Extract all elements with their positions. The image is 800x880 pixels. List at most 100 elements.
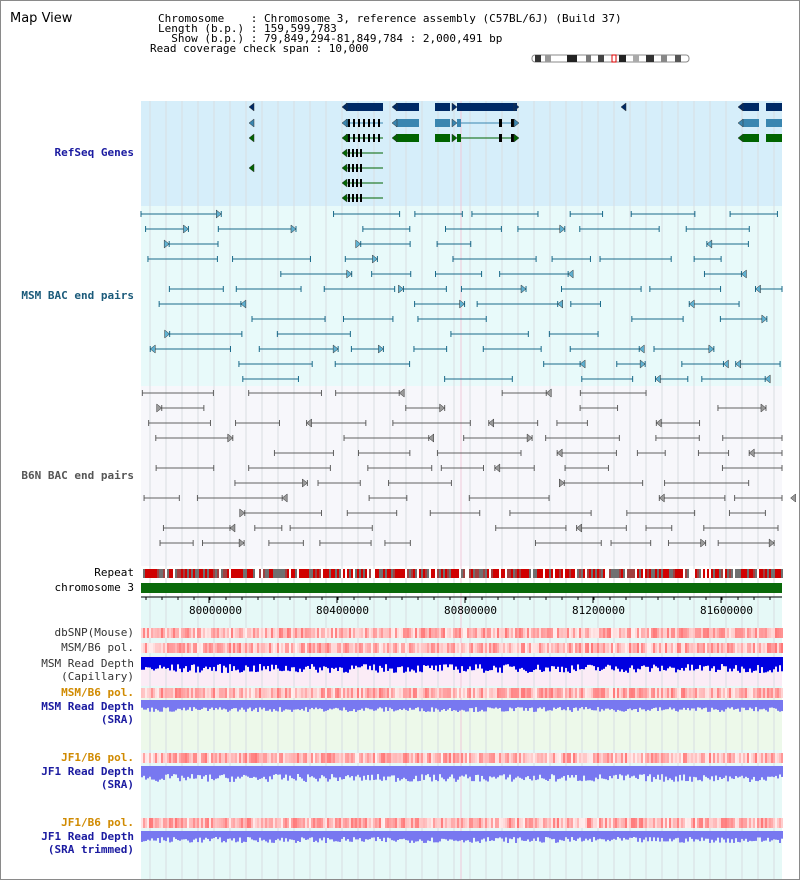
depth-bar	[707, 700, 709, 712]
depth-bar	[673, 831, 675, 840]
depth-bar	[251, 831, 253, 840]
heat-cell	[671, 818, 673, 828]
depth-bar	[295, 766, 297, 781]
depth-bar	[227, 831, 229, 839]
depth-bar	[727, 766, 729, 782]
track-label-jf1-trim[interactable]: JF1 Read Depth	[41, 830, 134, 843]
heat-cell	[427, 628, 429, 638]
heat-cell	[359, 643, 361, 653]
depth-bar	[515, 831, 517, 843]
track-label-b6n-bac[interactable]: B6N BAC end pairs	[21, 469, 134, 482]
depth-bar	[195, 831, 197, 839]
heat-cell	[779, 818, 781, 828]
depth-bar	[191, 700, 193, 711]
heat-cell	[753, 643, 755, 653]
bac-end-arrow	[428, 433, 434, 443]
depth-bar	[287, 831, 289, 842]
track-label-jf1-pol-trim[interactable]: JF1/B6 pol.	[61, 816, 134, 829]
depth-bar	[617, 657, 619, 669]
depth-bar	[457, 766, 459, 780]
depth-bar	[197, 831, 199, 843]
heat-cell	[713, 643, 715, 653]
depth-bar	[239, 700, 241, 710]
heat-cell	[781, 818, 783, 828]
depth-bar	[459, 700, 461, 711]
depth-bar	[229, 657, 231, 665]
depth-bar	[353, 831, 355, 838]
heat-cell	[729, 643, 731, 653]
heat-cell	[279, 818, 281, 828]
heat-cell	[697, 818, 699, 828]
depth-bar	[275, 766, 277, 775]
track-label-msm-pol-sra[interactable]: MSM/B6 pol.	[61, 686, 134, 699]
heat-cell	[279, 628, 281, 638]
heat-cell	[277, 753, 279, 763]
repeat-block	[669, 569, 671, 578]
depth-bar	[449, 700, 451, 709]
depth-bar	[675, 700, 677, 711]
depth-bar	[695, 831, 697, 840]
heat-cell	[481, 753, 483, 763]
chromosome-ideogram[interactable]	[531, 53, 691, 63]
heat-cell	[463, 643, 465, 653]
track-label-dbsnp[interactable]: dbSNP(Mouse)	[54, 626, 134, 639]
heat-cell	[585, 818, 587, 828]
heat-cell	[613, 818, 615, 828]
heat-cell	[275, 818, 277, 828]
heat-cell	[477, 818, 479, 828]
heat-cell	[379, 753, 381, 763]
heat-cell	[373, 628, 375, 638]
depth-bar	[411, 700, 413, 710]
depth-bar	[543, 766, 545, 779]
track-label-refseq[interactable]: RefSeq Genes	[54, 146, 134, 159]
heat-cell	[467, 818, 469, 828]
heat-cell	[435, 753, 437, 763]
depth-bar	[325, 831, 327, 843]
depth-bar	[553, 700, 555, 708]
depth-bar	[209, 657, 211, 668]
heat-cell	[259, 628, 261, 638]
track-label-msm-depth-sra[interactable]: MSM Read Depth	[41, 700, 134, 713]
depth-bar	[203, 831, 205, 840]
track-label-msm-depth-cap[interactable]: MSM Read Depth	[41, 657, 134, 670]
heat-cell	[623, 688, 625, 698]
heat-cell	[669, 688, 671, 698]
heat-cell	[189, 753, 191, 763]
bac-end-arrow	[163, 239, 170, 249]
track-label-msm-pol[interactable]: MSM/B6 pol.	[61, 641, 134, 654]
heat-cell	[721, 753, 723, 763]
heat-cell	[401, 818, 403, 828]
track-label-repeat[interactable]: Repeat	[94, 566, 134, 579]
heat-cell	[205, 688, 207, 698]
heat-cell	[273, 628, 275, 638]
heat-cell	[501, 688, 503, 698]
depth-bar	[249, 766, 251, 778]
repeat-block	[595, 569, 597, 578]
bac-end-arrow	[700, 538, 706, 548]
depth-bar	[611, 766, 613, 779]
depth-bar	[651, 657, 653, 669]
repeat-block	[513, 569, 515, 578]
heat-cell	[569, 628, 571, 638]
heat-cell	[219, 753, 221, 763]
depth-bar	[647, 766, 649, 777]
heat-cell	[363, 753, 365, 763]
depth-bar	[615, 831, 617, 840]
track-label-jf1-pol[interactable]: JF1/B6 pol.	[61, 751, 134, 764]
heat-cell	[411, 628, 413, 638]
depth-bar	[725, 831, 727, 843]
heat-cell	[347, 818, 349, 828]
depth-bar	[309, 766, 311, 778]
track-label-jf1-depth[interactable]: JF1 Read Depth	[41, 765, 134, 778]
depth-bar	[237, 700, 239, 712]
depth-bar	[273, 657, 275, 670]
track-label-msm-bac[interactable]: MSM BAC end pairs	[21, 289, 134, 302]
repeat-block	[401, 569, 403, 578]
track-label-chromosome[interactable]: chromosome 3	[54, 581, 134, 594]
depth-bar	[749, 766, 751, 782]
depth-bar	[213, 700, 215, 711]
heat-cell	[259, 643, 261, 653]
depth-bar	[675, 766, 677, 777]
heat-cell	[773, 688, 775, 698]
